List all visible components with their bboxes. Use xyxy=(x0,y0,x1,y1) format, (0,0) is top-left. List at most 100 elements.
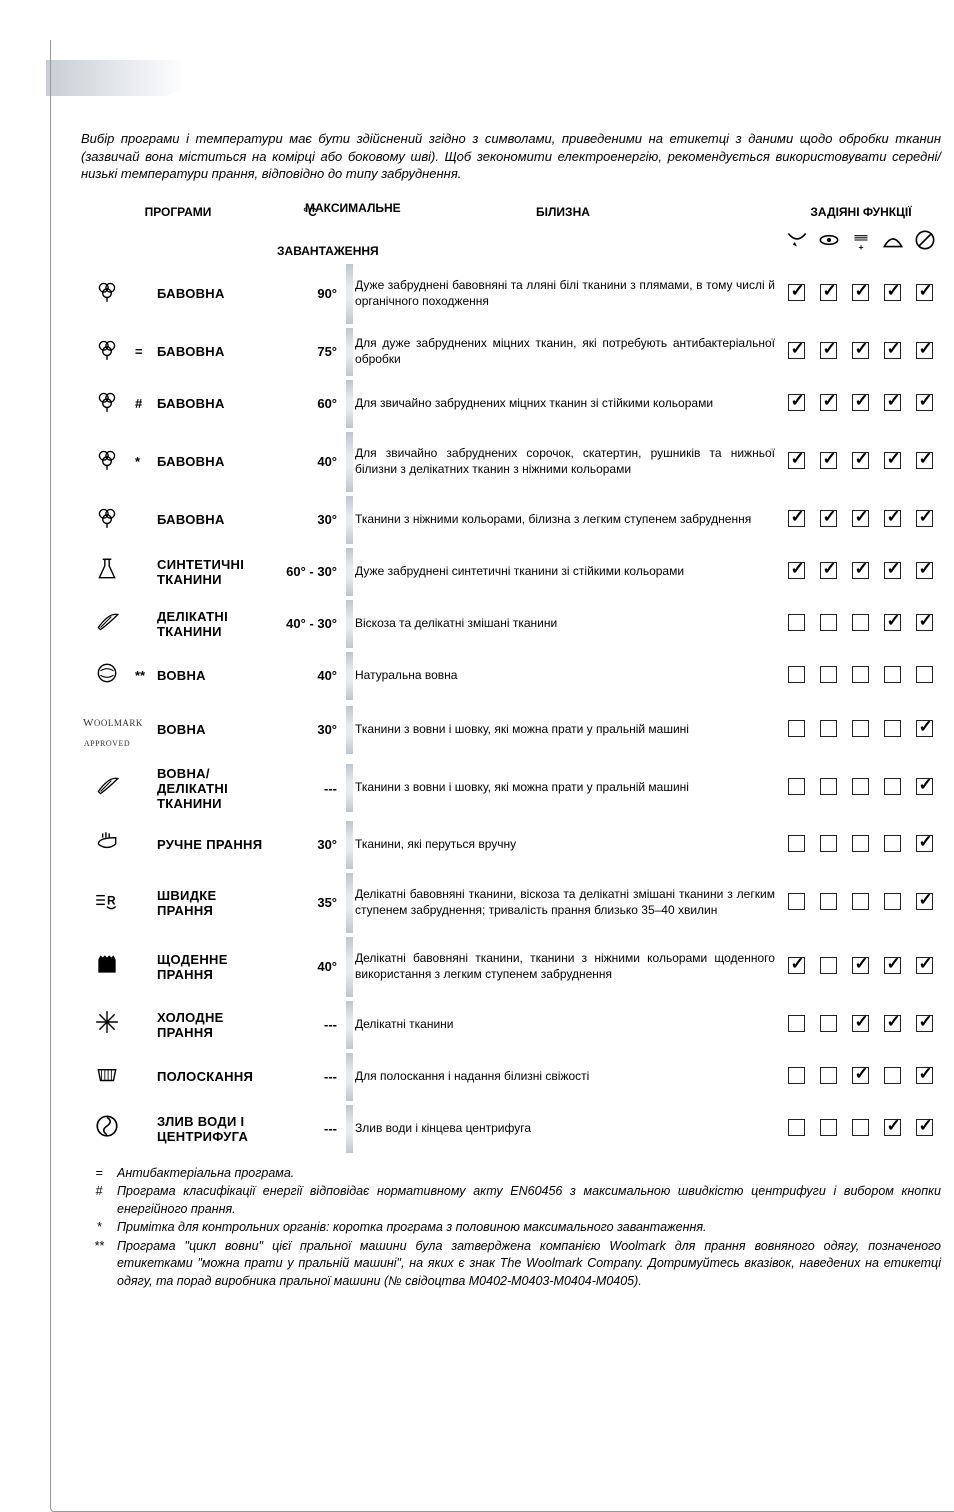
program-name: БАВОВНА xyxy=(155,262,275,326)
program-icon xyxy=(81,598,133,650)
program-desc: Для звичайно забруднених сорочок, скатер… xyxy=(353,430,781,494)
program-name: СИНТЕТИЧНІ ТКАНИНИ xyxy=(155,546,275,598)
program-desc: Тканини, які перуться вручну xyxy=(353,819,781,871)
function-checkbox xyxy=(781,650,813,702)
function-checkbox xyxy=(877,1103,909,1155)
program-icon xyxy=(81,935,133,999)
program-name: ВОВНА xyxy=(155,702,275,758)
content-frame: Вибір програми і температури має бути зд… xyxy=(50,40,954,1512)
program-marker: * xyxy=(133,430,155,494)
program-name: ДЕЛІКАТНІ ТКАНИНИ xyxy=(155,598,275,650)
program-temp: 40° xyxy=(275,430,345,494)
function-checkbox xyxy=(909,999,941,1051)
function-checkbox xyxy=(813,326,845,378)
program-icon xyxy=(81,1051,133,1103)
program-icon xyxy=(81,546,133,598)
program-marker xyxy=(133,702,155,758)
table-row: СИНТЕТИЧНІ ТКАНИНИ60° - 30°Дуже забрудне… xyxy=(81,546,941,598)
function-checkbox xyxy=(813,650,845,702)
program-name: ПОЛОСКАННЯ xyxy=(155,1051,275,1103)
table-row: RШВИДКЕ ПРАННЯ35°Делікатні бавовняні тка… xyxy=(81,871,941,935)
load-bar xyxy=(345,1103,353,1155)
function-checkbox xyxy=(781,378,813,430)
fn-icon-3: + xyxy=(845,223,877,262)
program-desc: Для полоскання і надання білизні свіжост… xyxy=(353,1051,781,1103)
program-marker xyxy=(133,262,155,326)
program-icon xyxy=(81,262,133,326)
program-marker xyxy=(133,758,155,819)
load-bar xyxy=(345,999,353,1051)
function-checkbox xyxy=(781,326,813,378)
function-checkbox xyxy=(877,430,909,494)
program-desc: Дуже забруднені синтетичні тканини зі ст… xyxy=(353,546,781,598)
function-checkbox xyxy=(845,546,877,598)
program-icon xyxy=(81,999,133,1051)
function-checkbox xyxy=(877,378,909,430)
function-checkbox xyxy=(877,650,909,702)
fn-icon-1 xyxy=(781,223,813,262)
program-desc: Для звичайно забруднених міцних тканин з… xyxy=(353,378,781,430)
function-checkbox xyxy=(909,819,941,871)
function-checkbox xyxy=(781,819,813,871)
program-name: БАВОВНА xyxy=(155,378,275,430)
program-icon: WOOLMARKAPPROVED xyxy=(81,702,133,758)
function-checkbox xyxy=(813,546,845,598)
function-checkbox xyxy=(813,1103,845,1155)
program-temp: 35° xyxy=(275,871,345,935)
program-marker xyxy=(133,598,155,650)
table-row: *БАВОВНА40°Для звичайно забруднених соро… xyxy=(81,430,941,494)
footnote-row: **Програма "цикл вовни" цієї пральної ма… xyxy=(81,1238,941,1291)
programs-table: ПРОГРАМИ °C МАКСИМАЛЬНЕ БІЛИЗНА ЗАДІЯНІ … xyxy=(81,201,941,1155)
function-checkbox xyxy=(813,758,845,819)
function-checkbox xyxy=(781,1051,813,1103)
load-bar xyxy=(345,546,353,598)
program-marker: # xyxy=(133,378,155,430)
function-checkbox xyxy=(813,494,845,546)
function-checkbox xyxy=(781,935,813,999)
program-temp: 40° - 30° xyxy=(275,598,345,650)
program-name: РУЧНЕ ПРАННЯ xyxy=(155,819,275,871)
program-icon xyxy=(81,819,133,871)
footnote-row: =Антибактеріальна програма. xyxy=(81,1165,941,1183)
table-row: ПОЛОСКАННЯ---Для полоскання і надання бі… xyxy=(81,1051,941,1103)
program-marker: ** xyxy=(133,650,155,702)
function-checkbox xyxy=(781,598,813,650)
table-row: РУЧНЕ ПРАННЯ30°Тканини, які перуться вру… xyxy=(81,819,941,871)
program-temp: 60° - 30° xyxy=(275,546,345,598)
program-marker xyxy=(133,935,155,999)
program-icon xyxy=(81,650,133,702)
function-checkbox xyxy=(909,702,941,758)
function-checkbox xyxy=(845,378,877,430)
function-checkbox xyxy=(909,262,941,326)
program-name: БАВОВНА xyxy=(155,326,275,378)
function-checkbox xyxy=(845,598,877,650)
svg-text:R: R xyxy=(107,893,116,907)
program-desc: Тканини з ніжними кольорами, білизна з л… xyxy=(353,494,781,546)
function-checkbox xyxy=(845,702,877,758)
function-checkbox xyxy=(909,758,941,819)
load-bar xyxy=(345,702,353,758)
table-row: #БАВОВНА60°Для звичайно забруднених міцн… xyxy=(81,378,941,430)
function-checkbox xyxy=(781,430,813,494)
function-checkbox xyxy=(845,650,877,702)
program-icon: R xyxy=(81,871,133,935)
function-checkbox xyxy=(877,871,909,935)
program-icon xyxy=(81,494,133,546)
function-checkbox xyxy=(909,598,941,650)
function-checkbox xyxy=(781,758,813,819)
function-checkbox xyxy=(877,326,909,378)
intro-paragraph: Вибір програми і температури має бути зд… xyxy=(81,130,941,183)
program-desc: Тканини з вовни і шовку, які можна прати… xyxy=(353,702,781,758)
function-checkbox xyxy=(877,819,909,871)
function-checkbox xyxy=(845,430,877,494)
program-temp: 30° xyxy=(275,702,345,758)
function-checkbox xyxy=(813,262,845,326)
function-checkbox xyxy=(813,999,845,1051)
program-temp: --- xyxy=(275,758,345,819)
function-checkbox xyxy=(909,546,941,598)
load-bar xyxy=(345,430,353,494)
header-load-bottom: ЗАВАНТАЖЕННЯ xyxy=(275,223,353,262)
function-checkbox xyxy=(781,871,813,935)
program-temp: --- xyxy=(275,1051,345,1103)
fn-icon-2 xyxy=(813,223,845,262)
